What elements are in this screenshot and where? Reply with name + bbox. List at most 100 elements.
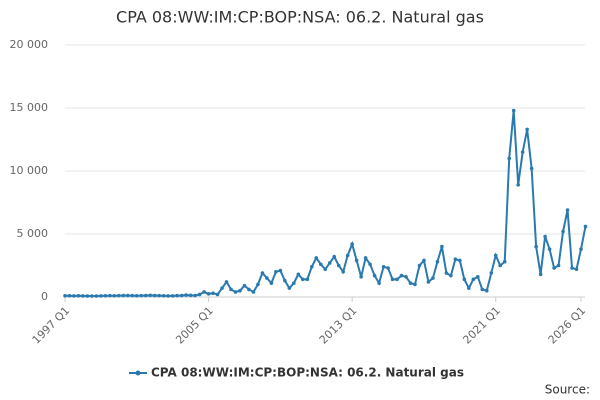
point [431,276,435,280]
point [76,293,81,298]
point [99,294,103,298]
point [211,291,215,296]
point [480,287,485,292]
point [134,293,139,298]
point [139,293,144,298]
point [345,253,350,258]
point [413,282,417,287]
point [108,293,112,298]
point [507,156,512,161]
point [341,270,345,274]
point [81,294,85,298]
point [103,293,108,298]
point [525,127,529,132]
point [269,281,274,285]
point [484,288,489,293]
point [117,293,121,298]
point [72,294,76,298]
point [498,263,503,268]
y-tick-label: 20 000 [10,38,49,51]
point [386,266,390,270]
point [399,273,404,278]
point [570,266,574,270]
legend-marker [135,370,141,376]
point [161,293,166,298]
point [336,263,341,268]
point [516,183,520,187]
point [390,277,395,282]
point [359,275,363,279]
point [202,290,206,294]
point [197,292,202,297]
point [426,280,431,284]
point [90,294,94,298]
point [292,281,296,285]
x-tick-label: 2021 Q1 [460,304,503,347]
point [471,277,476,282]
point [502,259,507,264]
point [574,267,579,272]
point [179,293,184,298]
point [296,272,301,277]
point [170,294,175,298]
point [327,261,332,265]
point [323,267,328,272]
x-tick-label: 2013 Q1 [317,304,360,347]
point [233,290,238,294]
point [511,108,516,113]
point [247,287,251,292]
point [363,256,368,260]
point [152,293,157,298]
point [458,258,462,263]
point [435,259,440,264]
point [381,264,386,269]
point [184,293,188,297]
point [265,276,269,280]
point [193,293,197,298]
point [242,283,247,288]
point [520,150,525,154]
point [283,278,287,283]
point [332,254,337,259]
point [215,292,220,297]
point [224,280,229,284]
point [229,287,233,292]
y-tick-label: 10 000 [10,164,49,177]
point [85,294,90,298]
chart-title: CPA 08:WW:IM:CP:BOP:NSA: 06.2. Natural g… [116,8,484,27]
point [143,293,148,298]
point [467,286,471,290]
point [305,277,310,282]
point [529,166,534,171]
legend-label: CPA 08:WW:IM:CP:BOP:NSA: 06.2. Natural g… [151,366,464,380]
point [476,275,480,279]
point [121,293,126,298]
point [188,293,193,298]
point [206,292,211,296]
point [561,229,565,234]
point [63,293,67,298]
point [260,271,265,275]
point [67,293,72,298]
y-tick-label: 15 000 [10,101,49,114]
x-tick-label: 2026 Q1 [546,304,589,347]
point [220,286,224,290]
point [404,275,408,279]
point [538,272,543,277]
point [462,277,467,282]
x-tick-label: 2005 Q1 [173,304,216,347]
point [148,293,153,298]
point [314,256,319,260]
point [157,293,162,298]
point [278,268,283,273]
point [583,224,588,229]
point [444,271,449,275]
point [94,294,99,298]
point [565,208,570,212]
point [543,234,547,239]
point [453,257,458,262]
point [301,277,305,282]
point [350,242,354,246]
